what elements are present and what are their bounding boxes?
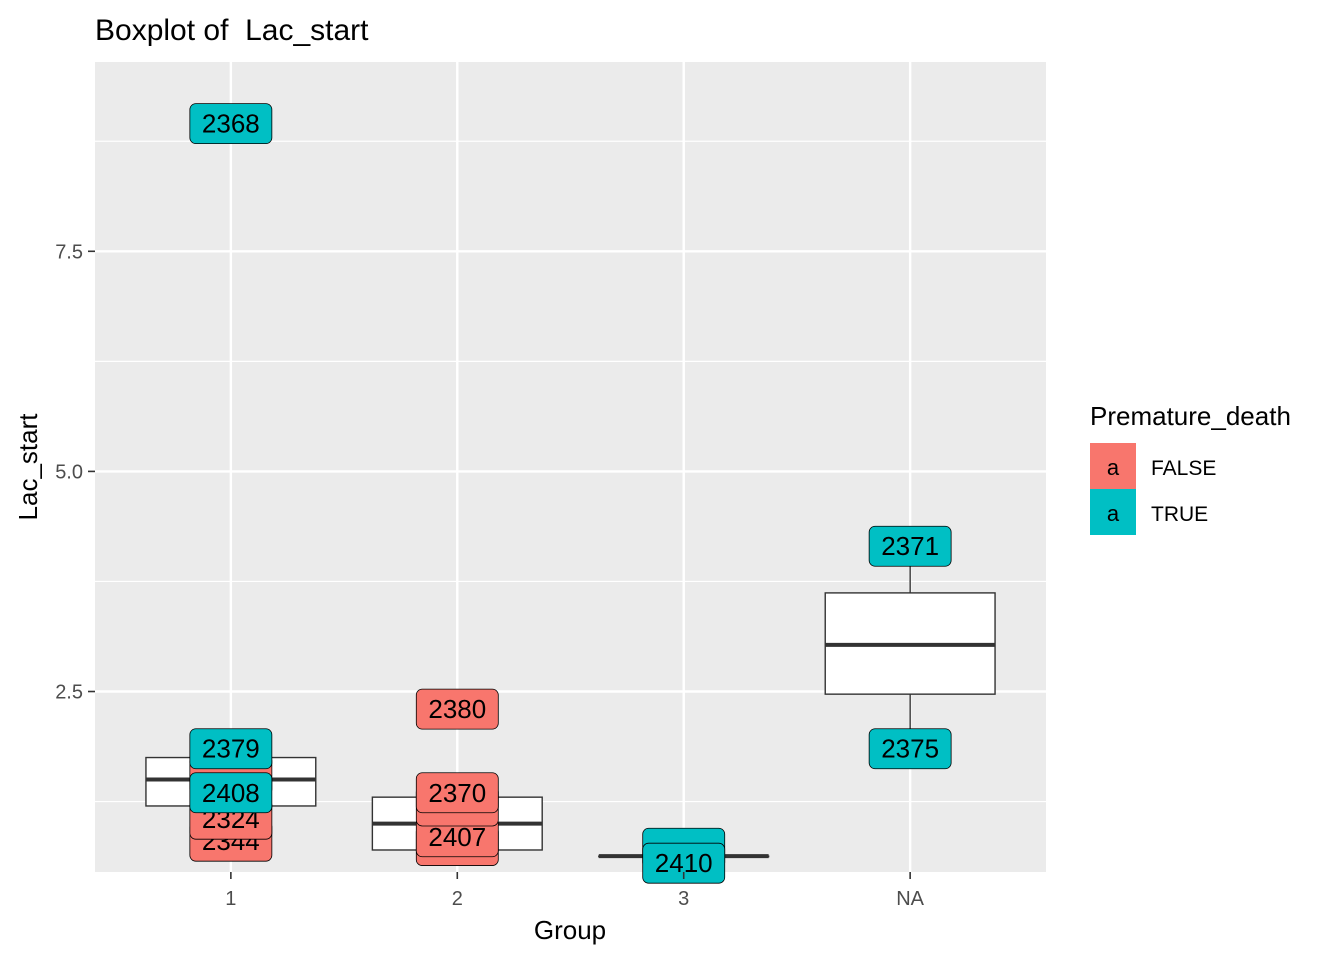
legend-item-false: a FALSE <box>1090 443 1216 489</box>
label-box <box>189 772 273 814</box>
x-axis-title: Group <box>534 915 606 945</box>
y-tick-label: 7.5 <box>55 241 83 263</box>
label-box <box>189 103 273 145</box>
label-text: 2368 <box>202 109 260 139</box>
point-label: 2380 <box>415 688 499 730</box>
label-text: 2371 <box>881 531 939 561</box>
legend-title: Premature_death <box>1090 401 1291 431</box>
x-tick-label: 3 <box>678 888 689 910</box>
label-text: 2370 <box>428 778 486 808</box>
x-tick-label: 2 <box>452 888 463 910</box>
point-label: 2379 <box>189 728 273 770</box>
legend-key <box>1090 443 1136 489</box>
label-text: 2408 <box>202 778 260 808</box>
boxes <box>145 546 996 859</box>
legend-key-glyph: a <box>1107 501 1120 526</box>
chart-title: Boxplot of Lac_start <box>95 14 369 47</box>
label-box <box>868 525 952 567</box>
x-tick-label: NA <box>896 888 924 910</box>
label-box <box>189 728 273 770</box>
x-tick-label: 1 <box>225 888 236 910</box>
label-text: 2380 <box>428 694 486 724</box>
x-axis: 1 2 3 NA <box>225 872 925 910</box>
point-label: 2375 <box>868 728 952 770</box>
y-axis-title: Lac_start <box>13 413 43 521</box>
label-box <box>868 728 952 770</box>
legend-label: FALSE <box>1151 457 1216 480</box>
y-axis: 2.5 5.0 7.5 <box>55 241 95 704</box>
point-label: 2368 <box>189 103 273 145</box>
point-label: 2407 <box>415 816 499 858</box>
legend-key <box>1090 489 1136 535</box>
label-text: 2407 <box>428 822 486 852</box>
legend-item-true: a TRUE <box>1090 489 1208 535</box>
point-label: 2371 <box>868 525 952 567</box>
label-box <box>642 842 726 884</box>
box-NA <box>824 546 996 740</box>
legend-label: TRUE <box>1151 503 1208 526</box>
label-box <box>415 772 499 814</box>
label-text: 2375 <box>881 734 939 764</box>
point-label: 2370 <box>415 772 499 814</box>
point-labels: 2344232424082379236824072370238024102375… <box>189 103 952 884</box>
y-tick-label: 5.0 <box>55 461 83 483</box>
legend-key-glyph: a <box>1107 455 1120 480</box>
point-label: 2408 <box>189 772 273 814</box>
label-text: 2379 <box>202 734 260 764</box>
label-box <box>415 688 499 730</box>
legend: Premature_death a FALSE a TRUE <box>1090 401 1291 535</box>
y-tick-label: 2.5 <box>55 682 83 704</box>
point-label: 2410 <box>642 842 726 884</box>
